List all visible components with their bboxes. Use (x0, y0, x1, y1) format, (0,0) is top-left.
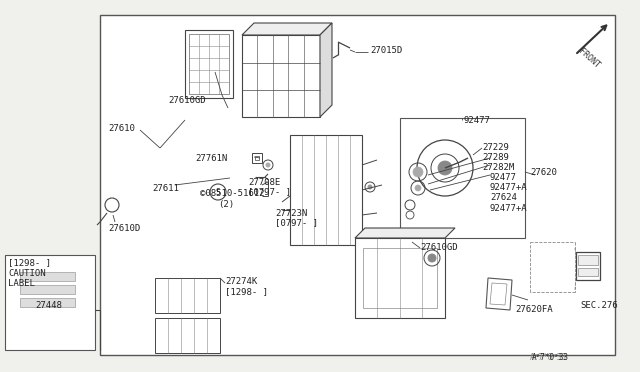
Bar (5, 255, 95, 350)
Text: A²7*0²33: A²7*0²33 (532, 353, 569, 362)
Circle shape (368, 185, 372, 189)
Text: [0797- ]: [0797- ] (275, 218, 318, 228)
Polygon shape (355, 228, 455, 238)
Circle shape (413, 167, 423, 177)
Text: CAUTION: CAUTION (8, 269, 45, 278)
Bar (363, 248, 437, 308)
Text: 27229: 27229 (482, 142, 509, 151)
Text: 92477: 92477 (490, 173, 517, 182)
Text: 27289: 27289 (482, 153, 509, 161)
Text: 27624: 27624 (490, 192, 517, 202)
Circle shape (266, 163, 270, 167)
Bar (189, 34, 229, 94)
Circle shape (415, 185, 421, 191)
Text: 27761N: 27761N (195, 154, 227, 163)
Polygon shape (320, 23, 332, 117)
Text: 92477: 92477 (464, 115, 491, 125)
Text: 27620: 27620 (530, 167, 557, 176)
Bar (290, 135, 362, 245)
Bar (578, 255, 598, 265)
Polygon shape (242, 23, 332, 35)
Text: 27610GD: 27610GD (168, 96, 205, 105)
Text: 27448: 27448 (35, 301, 62, 310)
Text: (2): (2) (218, 199, 234, 208)
Text: LABEL: LABEL (8, 279, 35, 288)
Bar (155, 318, 220, 353)
Text: 27282M: 27282M (482, 163, 515, 171)
Text: 27274K: 27274K (225, 278, 257, 286)
Text: 27610GD: 27610GD (420, 243, 458, 251)
Bar (255, 156, 259, 160)
Bar (20, 298, 75, 307)
Bar (576, 252, 600, 280)
Polygon shape (486, 278, 512, 310)
Text: [0797- ]: [0797- ] (248, 187, 291, 196)
Bar (100, 15, 615, 355)
Bar (20, 272, 75, 281)
Bar (355, 238, 445, 318)
Text: [1298- ]: [1298- ] (8, 259, 51, 267)
Text: FRONT: FRONT (577, 46, 602, 70)
Text: S: S (216, 187, 220, 196)
Text: A²7*0²33: A²7*0²33 (530, 353, 567, 362)
Circle shape (428, 254, 436, 262)
Bar (20, 285, 75, 294)
Bar (252, 153, 262, 163)
Text: SEC.276: SEC.276 (580, 301, 618, 310)
Bar (578, 268, 598, 276)
Bar (400, 118, 525, 238)
Bar (155, 278, 220, 313)
Text: 27610D: 27610D (108, 224, 140, 232)
Text: 27610: 27610 (108, 124, 135, 132)
Text: 27708E: 27708E (248, 177, 280, 186)
Text: [1298- ]: [1298- ] (225, 288, 268, 296)
Text: 27015D: 27015D (370, 45, 403, 55)
Text: ©08510-51612: ©08510-51612 (200, 189, 264, 198)
Circle shape (438, 161, 452, 175)
Bar (185, 30, 233, 98)
Text: 92477+A: 92477+A (490, 183, 527, 192)
Text: 27620FA: 27620FA (515, 305, 552, 314)
Text: 27611: 27611 (152, 183, 179, 192)
Text: 92477+A: 92477+A (490, 203, 527, 212)
Text: 27723N: 27723N (275, 208, 307, 218)
Polygon shape (242, 35, 320, 117)
